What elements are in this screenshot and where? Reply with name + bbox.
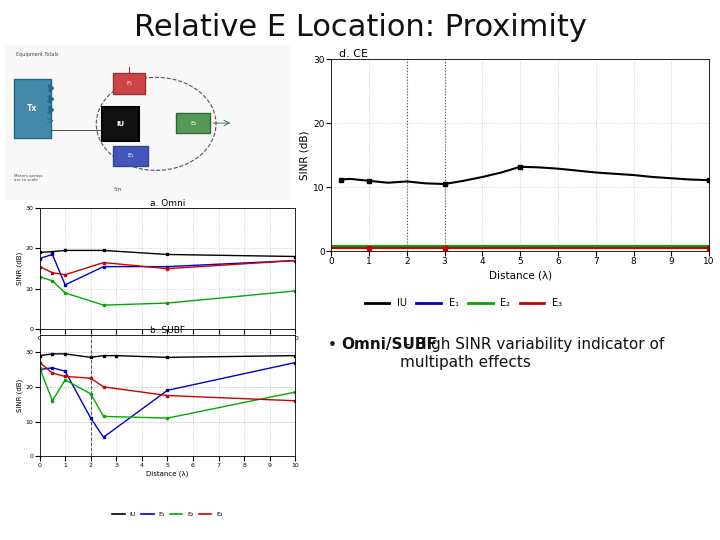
Text: E₂: E₂ (190, 120, 197, 126)
Text: Meters across
are to scale: Meters across are to scale (14, 173, 42, 182)
Text: d. CE: d. CE (339, 49, 368, 59)
Text: 5m: 5m (113, 186, 122, 192)
Text: Equipment Totals: Equipment Totals (17, 52, 59, 57)
Polygon shape (49, 84, 53, 92)
Y-axis label: SINR (dB): SINR (dB) (16, 379, 23, 412)
Title: b. SUBF: b. SUBF (150, 326, 185, 335)
X-axis label: Distance (λ): Distance (λ) (489, 271, 552, 280)
Text: •: • (328, 338, 341, 353)
FancyBboxPatch shape (102, 107, 139, 141)
Legend: IU, E₁, E₂, E₃: IU, E₁, E₂, E₃ (109, 510, 225, 520)
FancyBboxPatch shape (14, 79, 50, 138)
Polygon shape (49, 95, 53, 103)
Text: IU: IU (117, 121, 125, 127)
FancyBboxPatch shape (113, 146, 148, 166)
FancyBboxPatch shape (0, 42, 296, 203)
Text: Omni/SUBF: Omni/SUBF (341, 338, 437, 353)
FancyBboxPatch shape (113, 73, 145, 94)
Text: F₁: F₁ (126, 81, 132, 86)
Y-axis label: SINR (dB): SINR (dB) (16, 252, 23, 285)
Text: E₁: E₁ (127, 153, 134, 158)
X-axis label: Distance (λ): Distance (λ) (146, 470, 189, 477)
Legend: IU, E₁, E₂, E₃: IU, E₁, E₂, E₃ (361, 294, 566, 312)
FancyBboxPatch shape (176, 113, 210, 133)
Text: - High SINR variability indicator of
multipath effects: - High SINR variability indicator of mul… (400, 338, 665, 370)
Y-axis label: SINR (dB): SINR (dB) (300, 131, 310, 180)
Text: Tx: Tx (27, 104, 37, 113)
Text: Relative E Location: Proximity: Relative E Location: Proximity (134, 14, 586, 43)
Polygon shape (49, 106, 53, 114)
Title: a. Omni: a. Omni (150, 199, 185, 208)
